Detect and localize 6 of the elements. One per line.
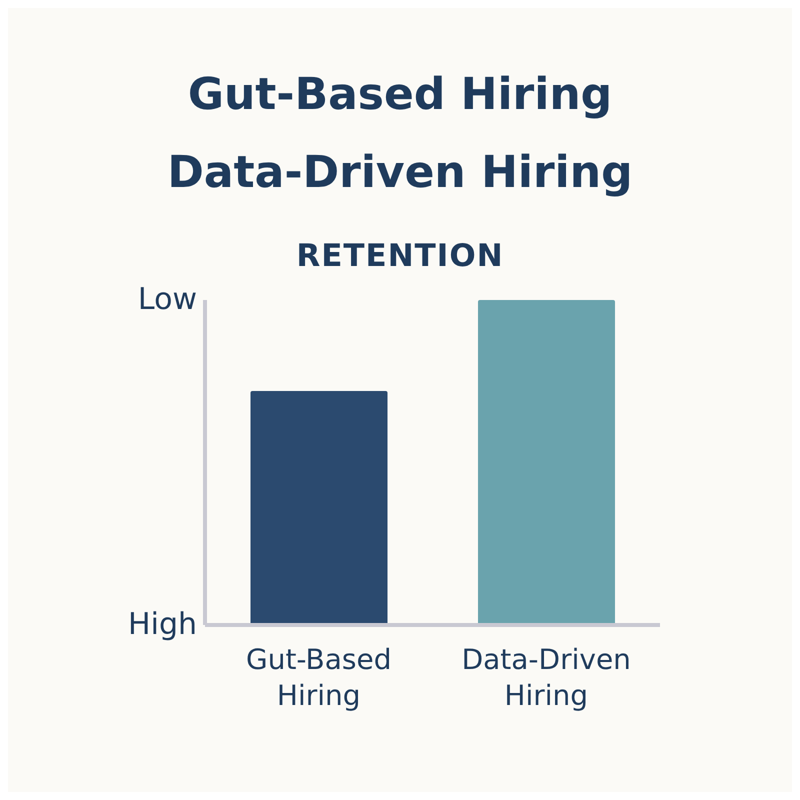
x-tick-label: Gut-Based Hiring [246,643,392,712]
x-tick-label: Data-Driven Hiring [462,643,631,712]
chart-title: Gut-Based Hiring Data-Driven Hiring [166,68,634,200]
text: High [128,607,197,642]
chart-subtitle: RETENTION [295,238,505,274]
text: Low [138,282,197,317]
